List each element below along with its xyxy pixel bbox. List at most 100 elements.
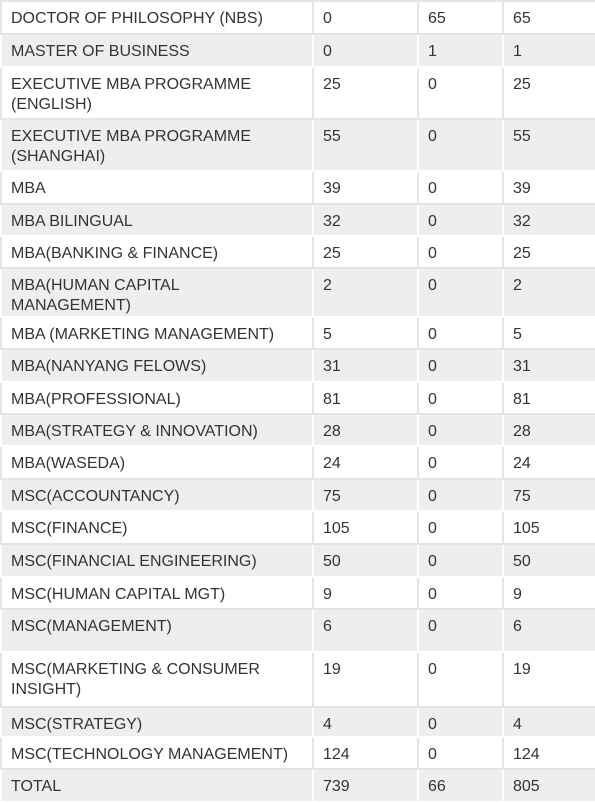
number-cell: 0 [417, 478, 504, 512]
number-cell: 0 [417, 348, 504, 383]
number-cell: 50 [312, 543, 419, 578]
table-row: MASTER OF BUSINESS 0 1 1 [0, 33, 595, 68]
number-cell: 65 [417, 0, 504, 35]
table-row: EXECUTIVE MBA PROGRAMME (ENGLISH) 25 0 25 [0, 66, 595, 120]
number-cell: 0 [417, 118, 504, 172]
table-row: MSC(STRATEGY) 4 0 4 [0, 706, 595, 738]
number-cell: 739 [312, 768, 419, 803]
programme-cell: MSC(FINANCIAL ENGINEERING) [0, 543, 314, 578]
programme-cell: MSC(MARKETING & CONSUMER INSIGHT) [0, 651, 314, 708]
number-cell: 0 [417, 66, 504, 120]
number-cell: 1 [502, 33, 595, 68]
programme-cell: MBA(NANYANG FELOWS) [0, 348, 314, 383]
number-cell: 2 [312, 267, 419, 318]
table-row: MBA(STRATEGY & INNOVATION) 28 0 28 [0, 413, 595, 447]
number-cell: 5 [502, 316, 595, 350]
table-row: MBA(NANYANG FELOWS) 31 0 31 [0, 348, 595, 383]
number-cell: 9 [502, 576, 595, 610]
number-cell: 39 [502, 170, 595, 205]
table-row: MSC(FINANCE) 105 0 105 [0, 510, 595, 545]
number-cell: 1 [417, 33, 504, 68]
number-cell: 0 [417, 316, 504, 350]
number-cell: 75 [312, 478, 419, 512]
number-cell: 0 [417, 706, 504, 738]
programme-cell: MSC(MANAGEMENT) [0, 608, 314, 653]
number-cell: 124 [502, 736, 595, 770]
number-cell: 0 [417, 445, 504, 480]
number-cell: 25 [312, 66, 419, 120]
number-cell: 55 [312, 118, 419, 172]
table-row: MBA(WASEDA) 24 0 24 [0, 445, 595, 480]
number-cell: 805 [502, 768, 595, 803]
number-cell: 24 [502, 445, 595, 480]
table-row: MBA(BANKING & FINANCE) 25 0 25 [0, 235, 595, 269]
table-row: MBA(PROFESSIONAL) 81 0 81 [0, 381, 595, 415]
number-cell: 28 [312, 413, 419, 447]
programme-cell: EXECUTIVE MBA PROGRAMME (SHANGHAI) [0, 118, 314, 172]
number-cell: 0 [417, 510, 504, 545]
programme-cell: MBA [0, 170, 314, 205]
number-cell: 75 [502, 478, 595, 512]
table-row: MSC(MANAGEMENT) 6 0 6 [0, 608, 595, 653]
number-cell: 31 [502, 348, 595, 383]
number-cell: 32 [502, 203, 595, 237]
table-row: MBA 39 0 39 [0, 170, 595, 205]
number-cell: 25 [502, 66, 595, 120]
number-cell: 0 [417, 235, 504, 269]
number-cell: 81 [502, 381, 595, 415]
number-cell: 19 [312, 651, 419, 708]
programme-cell: EXECUTIVE MBA PROGRAMME (ENGLISH) [0, 66, 314, 120]
table-row: MSC(ACCOUNTANCY) 75 0 75 [0, 478, 595, 512]
number-cell: 0 [417, 576, 504, 610]
number-cell: 4 [502, 706, 595, 738]
programme-cell: MBA(BANKING & FINANCE) [0, 235, 314, 269]
number-cell: 0 [417, 381, 504, 415]
programme-cell: MBA(PROFESSIONAL) [0, 381, 314, 415]
number-cell: 2 [502, 267, 595, 318]
table-row: TOTAL 739 66 805 [0, 768, 595, 803]
programme-cell: MSC(TECHNOLOGY MANAGEMENT) [0, 736, 314, 770]
table-row: MSC(HUMAN CAPITAL MGT) 9 0 9 [0, 576, 595, 610]
number-cell: 0 [417, 651, 504, 708]
number-cell: 0 [312, 0, 419, 35]
number-cell: 6 [312, 608, 419, 653]
programme-cell: MSC(HUMAN CAPITAL MGT) [0, 576, 314, 610]
number-cell: 0 [417, 736, 504, 770]
number-cell: 105 [502, 510, 595, 545]
programme-cell: MBA BILINGUAL [0, 203, 314, 237]
programme-cell: MBA(STRATEGY & INNOVATION) [0, 413, 314, 447]
number-cell: 0 [417, 203, 504, 237]
programme-cell: MBA(WASEDA) [0, 445, 314, 480]
number-cell: 5 [312, 316, 419, 350]
number-cell: 24 [312, 445, 419, 480]
number-cell: 31 [312, 348, 419, 383]
number-cell: 6 [502, 608, 595, 653]
programme-cell: MASTER OF BUSINESS [0, 33, 314, 68]
table-row: MSC(FINANCIAL ENGINEERING) 50 0 50 [0, 543, 595, 578]
table-row: MBA(HUMAN CAPITAL MANAGEMENT) 2 0 2 [0, 267, 595, 318]
programme-cell: MSC(FINANCE) [0, 510, 314, 545]
number-cell: 0 [417, 608, 504, 653]
number-cell: 4 [312, 706, 419, 738]
number-cell: 32 [312, 203, 419, 237]
number-cell: 28 [502, 413, 595, 447]
number-cell: 19 [502, 651, 595, 708]
table-row: MBA BILINGUAL 32 0 32 [0, 203, 595, 237]
number-cell: 9 [312, 576, 419, 610]
number-cell: 50 [502, 543, 595, 578]
number-cell: 65 [502, 0, 595, 35]
number-cell: 0 [417, 267, 504, 318]
number-cell: 55 [502, 118, 595, 172]
number-cell: 39 [312, 170, 419, 205]
number-cell: 25 [502, 235, 595, 269]
number-cell: 25 [312, 235, 419, 269]
number-cell: 105 [312, 510, 419, 545]
number-cell: 66 [417, 768, 504, 803]
table-row: MSC(MARKETING & CONSUMER INSIGHT) 19 0 19 [0, 651, 595, 708]
number-cell: 81 [312, 381, 419, 415]
table-row: MSC(TECHNOLOGY MANAGEMENT) 124 0 124 [0, 736, 595, 770]
number-cell: 0 [417, 413, 504, 447]
table-row: MBA (MARKETING MANAGEMENT) 5 0 5 [0, 316, 595, 350]
